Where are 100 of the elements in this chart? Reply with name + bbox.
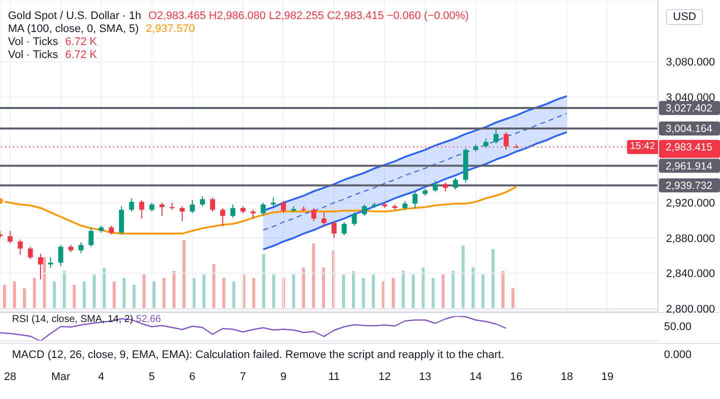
annotation: 6.72 K: [65, 36, 97, 48]
bar: [462, 246, 465, 309]
bar: [442, 274, 445, 309]
bar: [511, 288, 514, 309]
bar: [92, 274, 96, 309]
x-tick-label: 5: [148, 371, 155, 383]
candlestick: [210, 196, 216, 212]
candlestick: [280, 200, 286, 213]
bar: [42, 257, 46, 309]
bar: [202, 274, 206, 309]
bar: [432, 278, 435, 309]
candlestick: [200, 196, 205, 207]
annotation: O2,983.465 H2,986.080 L2,982.255 C2,983.415 −0.060 (−0.00%): [148, 10, 469, 22]
x-tick-label: 9: [280, 371, 287, 383]
bar: [252, 278, 256, 309]
y-tick-label: 2,920.000: [666, 198, 715, 210]
x-tick-label: 18: [560, 371, 574, 383]
bar: [102, 268, 106, 309]
candlestick: [18, 239, 23, 256]
x-tick-label: 11: [328, 371, 340, 383]
candlestick: [28, 246, 33, 260]
x-tick-label: Mar: [51, 371, 71, 383]
y-tick-label: 3,080.000: [666, 56, 715, 69]
ref-line-label: 3,004.164: [666, 123, 713, 136]
candlestick: [311, 208, 316, 222]
x-tick-label: 16: [510, 371, 522, 383]
annotation: 52.66: [136, 314, 161, 325]
bar: [22, 288, 26, 309]
bar: [152, 281, 156, 309]
candlestick: [180, 206, 185, 222]
bar: [172, 271, 176, 309]
text: 50.00: [664, 321, 692, 333]
bar: [372, 274, 375, 309]
annotation: Vol · Ticks: [8, 36, 58, 48]
bar: [112, 281, 116, 309]
bar: [501, 271, 504, 309]
candlestick: [8, 230, 13, 244]
x-tick-label: 12: [378, 371, 391, 383]
candlestick: [78, 242, 84, 254]
text: USD: [666, 9, 704, 25]
candlestick: [412, 192, 418, 208]
line-series: [0, 186, 518, 234]
bar: [302, 268, 306, 309]
y-tick-label: 2,840.000: [666, 268, 715, 280]
bar: [232, 281, 236, 309]
text: 0.000: [664, 349, 692, 361]
line-series: [262, 131, 568, 250]
x-tick-label: 14: [470, 371, 482, 383]
candlestick: [118, 206, 124, 235]
bar: [162, 278, 166, 309]
candlestick: [321, 212, 326, 228]
candlestick: [342, 222, 347, 236]
candlestick: [139, 200, 144, 220]
bar: [182, 240, 186, 309]
y-tick-label: 2,800.000: [666, 303, 715, 316]
candlestick: [38, 253, 43, 280]
bar: [472, 268, 475, 309]
candlestick: [260, 202, 266, 216]
candlestick: [88, 226, 94, 248]
text: MACD (12, 26, close, 9, EMA, EMA): Calculation failed. Remove the script and reapply it to the chart.: [12, 349, 504, 361]
bar: [412, 274, 415, 309]
annotation: Vol · Ticks: [8, 49, 58, 61]
bar: [312, 243, 316, 309]
candlestick: [453, 178, 458, 190]
candlestick: [220, 208, 226, 228]
x-tick-label: 28: [4, 371, 16, 383]
bar: [322, 268, 326, 309]
x-tick-label: 19: [601, 371, 614, 383]
bar: [342, 274, 345, 309]
bar: [52, 281, 56, 309]
bar: [422, 268, 425, 309]
bar: [122, 278, 126, 309]
candlestick: [230, 204, 236, 218]
candlestick: [362, 204, 367, 216]
x-tick-label: 13: [419, 371, 432, 383]
x-tick-label: 4: [98, 371, 104, 383]
annotation: 2,937.570: [146, 23, 195, 35]
bar: [3, 284, 6, 309]
bar: [492, 248, 495, 309]
bar: [72, 284, 76, 309]
candlestick: [159, 202, 164, 216]
bar: [292, 274, 296, 309]
bar: [212, 264, 216, 309]
bar: [142, 274, 146, 309]
annotation: 15:42: [627, 140, 658, 154]
bar: [452, 271, 455, 309]
line-series: [262, 113, 568, 231]
annotation: MA (100, close, 0, SMA, 5): [8, 23, 139, 35]
bar: [352, 271, 355, 309]
bar: [262, 254, 266, 309]
bar: [12, 281, 16, 309]
bar: [272, 274, 276, 309]
candlestick: [58, 244, 64, 267]
text: Gold Spot / U.S. Dollar · 1h: [8, 10, 142, 22]
candlestick: [483, 138, 488, 149]
candlestick: [170, 202, 175, 210]
bar: [62, 271, 66, 309]
bar: [222, 278, 226, 309]
x-tick-label: 6: [189, 371, 196, 383]
ref-line-label: 2,983.415: [666, 141, 713, 154]
